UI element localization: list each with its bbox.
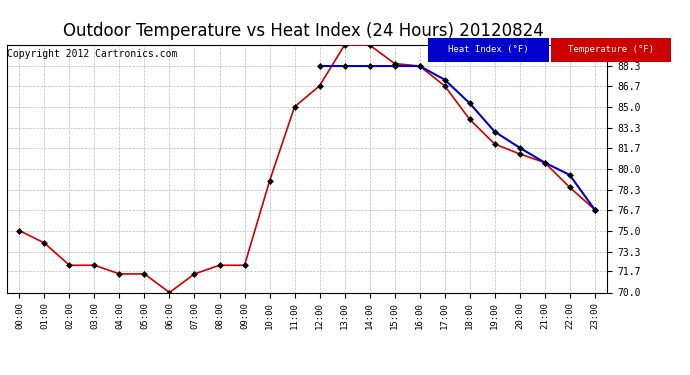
Text: Copyright 2012 Cartronics.com: Copyright 2012 Cartronics.com xyxy=(7,49,177,59)
Text: Temperature (°F): Temperature (°F) xyxy=(568,45,654,54)
Text: Outdoor Temperature vs Heat Index (24 Hours) 20120824: Outdoor Temperature vs Heat Index (24 Ho… xyxy=(63,22,544,40)
Text: Heat Index (°F): Heat Index (°F) xyxy=(448,45,529,54)
